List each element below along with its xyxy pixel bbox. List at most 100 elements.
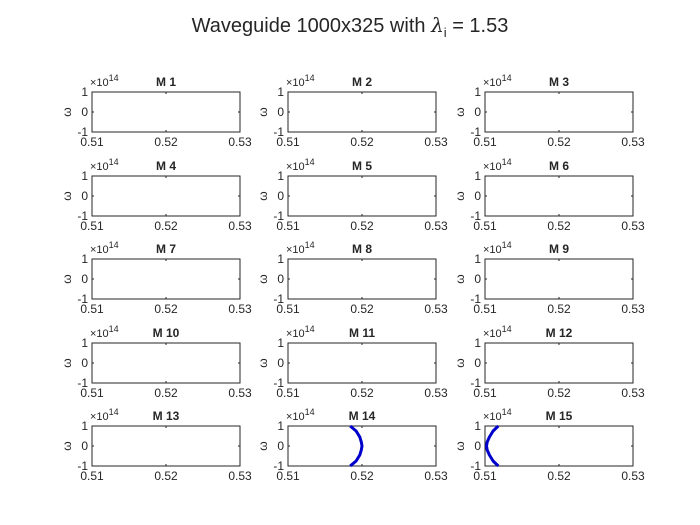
axes-box [287,258,437,300]
subplot-m11: M 11 ×1014 ω1 0 -10.51 0.52 0.53 [256,324,448,400]
x-tick-label: 0.51 [276,469,300,483]
axes-box [484,258,634,300]
x-tick-label: 0.52 [547,469,571,483]
exponent-power: 14 [305,73,315,83]
y-tick-label: -1 [273,209,284,223]
y-axis-label: ω [453,107,467,116]
y-exponent-label: ×1014 [286,240,315,256]
title-prefix: Waveguide 1000x325 with [192,15,431,37]
exponent-power: 14 [109,240,119,250]
x-tick-label: 0.51 [276,135,300,149]
y-tick-label: 1 [277,419,284,433]
y-tick-label: 1 [81,419,88,433]
x-tick-label: 0.53 [228,135,252,149]
y-tick-label: -1 [273,376,284,390]
exponent-power: 14 [109,73,119,83]
subplot-m1: M 1 ×1014 ω1 0 -10.51 0.52 0.53 [60,73,252,149]
title-subscript: i [444,25,447,40]
y-tick-label: -1 [77,209,88,223]
y-exponent-label: ×1014 [483,240,512,256]
exponent-base: ×10 [286,244,305,256]
x-tick-label: 0.53 [424,135,448,149]
exponent-base: ×10 [90,328,109,340]
y-axis-label: ω [453,191,467,200]
subplot-title: M 13 [153,409,180,423]
exponent-power: 14 [502,407,512,417]
y-tick-label: 1 [474,252,481,266]
series-line [485,424,500,468]
subplot-m3: M 3 ×1014 ω1 0 -10.51 0.52 0.53 [453,73,645,149]
x-tick-label: 0.51 [276,386,300,400]
y-tick-label: -1 [470,125,481,139]
x-tick-label: 0.52 [154,386,178,400]
y-tick-label: 1 [277,336,284,350]
subplot-title: M 10 [153,326,180,340]
exponent-power: 14 [109,157,119,167]
y-exponent-label: ×1014 [286,73,315,89]
y-tick-label: 1 [81,336,88,350]
x-tick-label: 0.53 [228,469,252,483]
subplot-m14: M 14 ×1014 ω1 0 -10.51 0.52 0.53 [256,407,448,483]
y-tick-label: 1 [474,85,481,99]
x-tick-label: 0.52 [350,302,374,316]
y-tick-label: 0 [277,105,284,119]
subplot-m10: M 10 ×1014 ω1 0 -10.51 0.52 0.53 [60,324,252,400]
y-tick-label: -1 [470,209,481,223]
axes-box [91,91,241,133]
y-tick-label: 1 [277,169,284,183]
axes-box [91,425,241,467]
y-tick-label: 0 [277,272,284,286]
x-tick-label: 0.51 [473,302,497,316]
x-tick-label: 0.51 [473,386,497,400]
x-tick-label: 0.51 [80,386,104,400]
y-tick-label: 0 [81,439,88,453]
y-tick-label: 0 [81,189,88,203]
exponent-power: 14 [305,240,315,250]
y-exponent-label: ×1014 [483,324,512,340]
exponent-base: ×10 [286,411,305,423]
x-tick-label: 0.52 [154,135,178,149]
exponent-base: ×10 [90,411,109,423]
x-tick-label: 0.53 [621,386,645,400]
y-exponent-label: ×1014 [483,157,512,173]
exponent-power: 14 [502,73,512,83]
y-tick-label: -1 [273,292,284,306]
y-tick-label: 0 [474,439,481,453]
axes-box [484,175,634,217]
x-tick-label: 0.53 [621,135,645,149]
subplot-m7: M 7 ×1014 ω1 0 -10.51 0.52 0.53 [60,240,252,316]
x-tick-label: 0.51 [80,302,104,316]
y-tick-label: -1 [77,125,88,139]
x-tick-label: 0.51 [80,469,104,483]
x-tick-label: 0.53 [621,302,645,316]
subplot-title: M 14 [349,409,376,423]
subplot-title: M 11 [349,326,375,340]
subplot-title: M 6 [549,159,569,173]
exponent-base: ×10 [483,244,502,256]
y-tick-label: 0 [81,105,88,119]
y-exponent-label: ×1014 [90,240,119,256]
subplot-title: M 8 [352,242,372,256]
y-axis-label: ω [60,107,74,116]
x-tick-label: 0.51 [276,219,300,233]
y-axis-label: ω [453,274,467,283]
y-tick-label: 0 [277,356,284,370]
title-suffix: = 1.53 [447,15,509,37]
subplot-m15: M 15 ×1014 ω1 0 -10.51 0.52 0.53 [453,407,645,483]
x-tick-label: 0.51 [276,302,300,316]
x-tick-label: 0.52 [547,219,571,233]
axes-box [91,258,241,300]
y-exponent-label: ×1014 [90,324,119,340]
x-tick-label: 0.52 [350,135,374,149]
x-tick-label: 0.52 [154,302,178,316]
y-axis-label: ω [60,441,74,450]
x-tick-label: 0.52 [547,135,571,149]
y-exponent-label: ×1014 [483,73,512,89]
y-axis-label: ω [453,441,467,450]
x-tick-label: 0.51 [473,219,497,233]
y-tick-label: 0 [81,272,88,286]
y-exponent-label: ×1014 [286,157,315,173]
y-tick-label: -1 [273,125,284,139]
subplot-m2: M 2 ×1014 ω1 0 -10.51 0.52 0.53 [256,73,448,149]
